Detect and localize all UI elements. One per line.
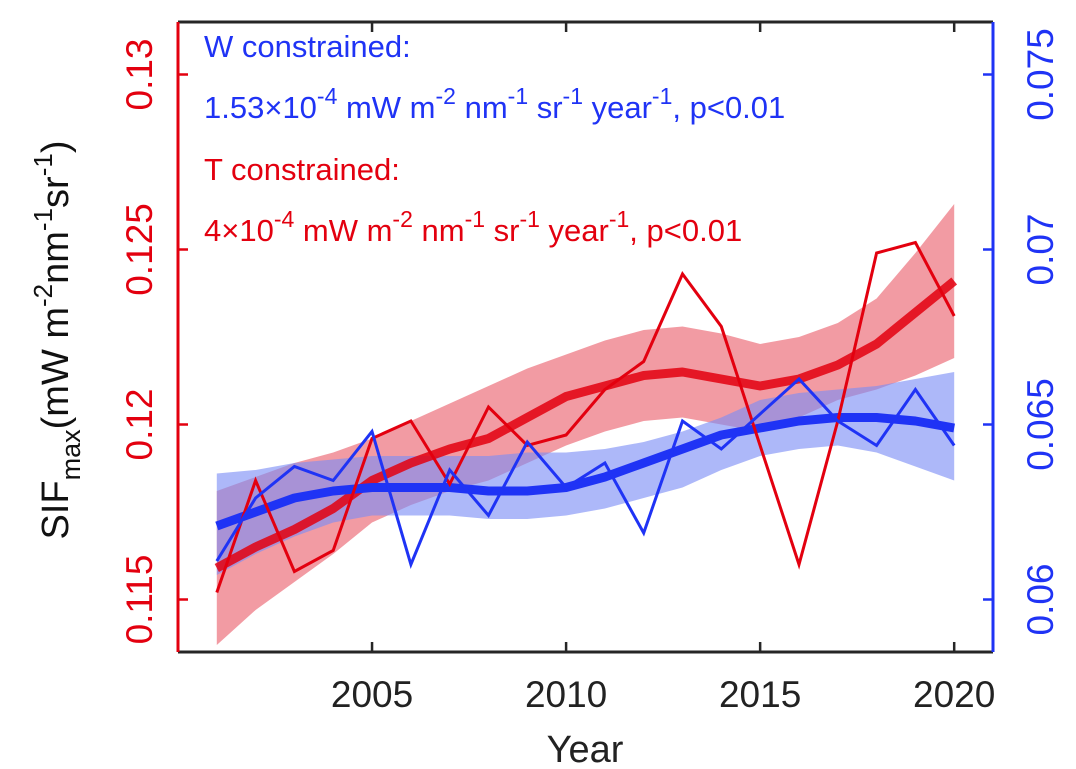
w-constrained-point-2003 [293,465,296,468]
w-constrained-point-2011 [603,462,606,465]
right-y-tick-label: 0.075 [1020,28,1061,121]
w-constrained-trend-fit [215,413,955,531]
w-constrained-point-2009 [526,441,529,444]
w-constrained-point-2018 [875,444,878,447]
y-axis-label: SIFmax(mW m-2nm-1sr-1) [28,140,86,539]
t-constrained-point-2020 [953,315,956,318]
w-constrained-point-2006 [409,563,412,566]
t-constrained-point-2003 [293,570,296,573]
w-constrained-point-2019 [914,388,917,391]
left-y-tick-label: 0.13 [119,38,160,110]
left-y-tick-label: 0.115 [119,555,160,645]
t-constrained-point-2006 [409,420,412,423]
trend-annotations: W constrained: 1.53×10-4 mW m-2 nm-1 sr-1… [204,29,785,248]
annotation-t-title: T constrained: [204,152,400,187]
annotation-t-trend: 4×10-4 mW m-2 nm-1 sr-1 year-1, p<0.01 [204,206,742,248]
y-axis-label-text: SIFmax(mW m-2nm-1sr-1) [28,140,86,539]
x-tick-label: 2010 [525,674,607,715]
t-constrained-point-2004 [332,549,335,552]
w-constrained-point-2004 [332,479,335,482]
right-y-tick-label: 0.06 [1020,563,1061,635]
annual-series [215,240,956,594]
w-constrained-point-2017 [836,420,839,423]
annotation-w-title: W constrained: [204,29,411,64]
trend-fits [214,277,958,572]
w-constrained-point-2008 [487,514,490,517]
left-y-tick-label: 0.12 [119,388,160,460]
w-constrained-point-2005 [371,430,374,433]
t-constrained-point-2008 [487,406,490,409]
w-constrained-point-2001 [215,560,218,563]
axes [176,20,995,654]
w-constrained-point-2015 [759,413,762,416]
w-constrained-point-2010 [565,486,568,489]
tick-labels: 2005 2010 2015 2020 0.115 0.12 0.125 0.13 0.06 0.… [119,28,1061,715]
w-constrained-point-2007 [448,469,451,472]
t-constrained-point-2002 [254,479,257,482]
t-constrained-point-2001 [215,591,218,594]
t-constrained-annual-line [215,240,956,593]
left-y-tick-label: 0.125 [119,203,160,296]
t-constrained-confidence-band [216,204,955,645]
w-constrained-point-2002 [254,497,257,500]
w-constrained-point-2013 [681,420,684,423]
t-constrained-point-2019 [914,241,917,244]
t-constrained-point-2007 [448,483,451,486]
x-tick-label: 2020 [913,674,995,715]
w-constrained-annual-line [215,376,956,570]
w-constrained-point-2014 [720,448,723,451]
t-constrained-point-2016 [798,563,801,566]
t-constrained-point-2015 [759,444,762,447]
t-constrained-point-2018 [875,252,878,255]
right-y-tick-label: 0.065 [1020,378,1061,471]
x-axis-label: Year [547,729,624,769]
t-constrained-point-2013 [681,273,684,276]
t-constrained-point-2014 [720,325,723,328]
t-constrained-point-2011 [603,388,606,391]
t-constrained-point-2012 [642,360,645,363]
x-tick-label: 2015 [719,674,801,715]
x-tick-label: 2005 [331,674,413,715]
w-constrained-point-2020 [953,444,956,447]
annotation-w-trend: 1.53×10-4 mW m-2 nm-1 sr-1 year-1, p<0.0… [204,83,785,125]
t-constrained-trend-fit [214,277,958,572]
t-constrained-point-2010 [565,434,568,437]
right-y-tick-label: 0.07 [1020,213,1061,285]
w-constrained-point-2016 [798,378,801,381]
w-constrained-point-2012 [642,532,645,535]
